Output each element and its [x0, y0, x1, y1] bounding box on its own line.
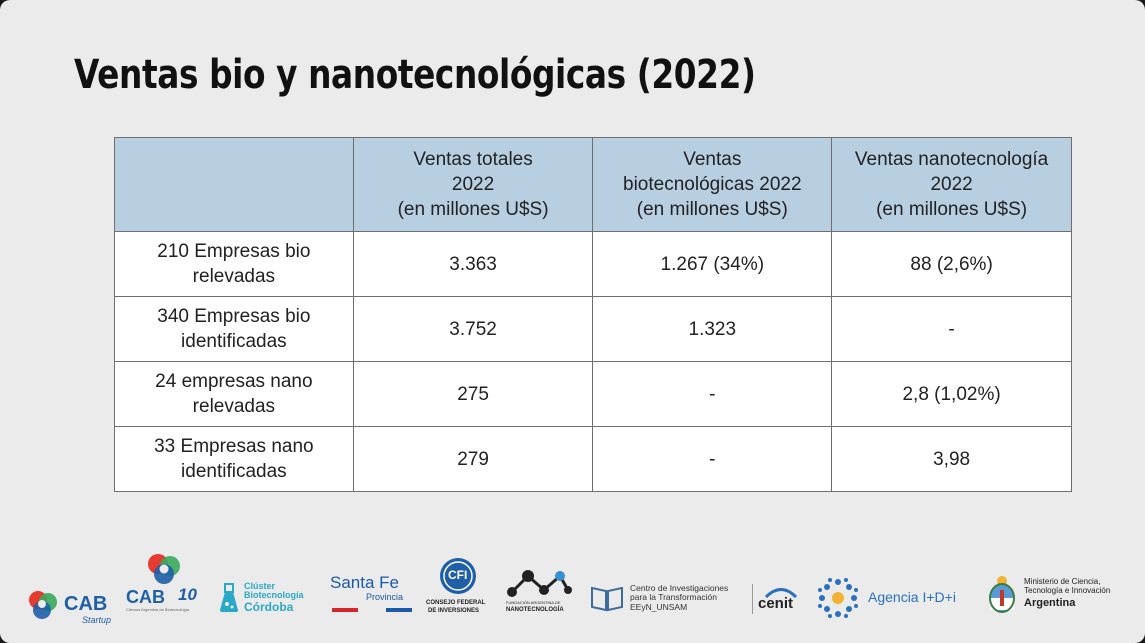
- cell-ventas-nano: 88 (2,6%): [831, 231, 1072, 297]
- flask-icon: [220, 583, 238, 612]
- cab-10-logo: CAB 10 Cámara Argentina de Biotecnología: [126, 552, 210, 618]
- cab-10-name: CAB: [126, 587, 165, 607]
- fan-logo: FUNDACIÓN ARGENTINA DE NANOTECNOLOGÍA: [500, 566, 576, 616]
- cell-ventas-bio: -: [592, 361, 833, 427]
- header-empty-cell: [114, 137, 354, 232]
- sales-table: Ventas totales 2022 (en millones U$S) Ve…: [114, 137, 1072, 492]
- fan-line2: NANOTECNOLOGÍA: [506, 607, 564, 613]
- row-label: 24 empresas nano relevadas: [114, 361, 354, 427]
- row-label: 33 Empresas nano identificadas: [114, 426, 354, 492]
- sponsor-logos: CAB Startup CAB 10 Cámara Argentina de B…: [0, 548, 1145, 643]
- cenit-divider: [752, 584, 753, 614]
- cell-ventas-nano: 3,98: [831, 426, 1072, 492]
- cab-startup-name: CAB: [64, 593, 108, 615]
- agencia-name: Agencia I+D+i: [868, 589, 956, 605]
- cfi-line1: CONSEJO FEDERAL: [426, 600, 486, 606]
- cell-ventas-totales: 3.363: [352, 231, 594, 297]
- ministerio-logo: Ministerio de Ciencia, Tecnología e Inno…: [986, 574, 1136, 618]
- cell-ventas-totales: 279: [352, 426, 594, 492]
- table-row: 340 Empresas bio identificadas 3.752 1.3…: [114, 296, 1072, 362]
- santa-fe-name: Santa Fe: [330, 573, 399, 592]
- agencia-logo: Agencia I+D+i: [816, 576, 976, 620]
- cab-startup-logo: CAB Startup: [26, 586, 116, 626]
- header-ventas-biotecnologicas: Ventas biotecnológicas 2022 (en millones…: [592, 137, 833, 232]
- ministerio-line1: Ministerio de Ciencia,: [1024, 577, 1101, 586]
- table-row: 210 Empresas bio relevadas 3.363 1.267 (…: [114, 231, 1072, 297]
- argentina-coat-of-arms-icon: [989, 576, 1015, 613]
- ministerio-line2: Tecnología e Innovación: [1024, 586, 1111, 595]
- santa-fe-blue-bar: [386, 608, 412, 612]
- cell-ventas-bio: -: [592, 426, 833, 492]
- cab-startup-sub: Startup: [82, 615, 112, 625]
- row-label: 210 Empresas bio relevadas: [114, 231, 354, 297]
- cenit-name: cenit: [758, 595, 794, 612]
- cell-ventas-bio: 1.267 (34%): [592, 231, 833, 297]
- cfi-emblem-icon: [440, 558, 476, 594]
- centro-investigaciones-logo: Centro de Investigaciones para la Transf…: [590, 582, 750, 614]
- header-ventas-totales: Ventas totales 2022 (en millones U$S): [352, 137, 594, 232]
- centro-line1: Centro de Investigaciones: [630, 583, 729, 593]
- cell-ventas-nano: 2,8 (1,02%): [831, 361, 1072, 427]
- slide-title: Ventas bio y nanotecnológicas (2022): [74, 52, 756, 98]
- cluster-biotecnologia-logo: Clúster Biotecnología Córdoba: [218, 578, 324, 618]
- cab-10-number: 10: [178, 585, 197, 604]
- santa-fe-sub: Provincia: [366, 592, 404, 602]
- cluster-line1: Clúster: [244, 581, 276, 591]
- table-row: 33 Empresas nano identificadas 279 - 3,9…: [114, 426, 1072, 492]
- cab-10-sub: Cámara Argentina de Biotecnología: [126, 607, 190, 612]
- cluster-line3: Córdoba: [244, 600, 294, 614]
- cfi-logo: CFI CONSEJO FEDERAL DE INVERSIONES: [424, 556, 494, 622]
- book-icon: [591, 586, 623, 612]
- cell-ventas-totales: 275: [352, 361, 594, 427]
- cab-startup-emblem-icon: [29, 591, 57, 619]
- cfi-mark: CFI: [448, 568, 468, 582]
- cenit-arc-icon: [764, 588, 798, 598]
- ministerio-line3: Argentina: [1024, 597, 1076, 609]
- santa-fe-logo: Santa Fe Provincia: [330, 574, 416, 616]
- centro-line2: para la Transformación: [630, 592, 717, 602]
- molecule-icon: [507, 570, 572, 597]
- cluster-line2: Biotecnología: [244, 590, 304, 600]
- cell-ventas-totales: 3.752: [352, 296, 594, 362]
- cell-ventas-bio: 1.323: [592, 296, 833, 362]
- table-header-row: Ventas totales 2022 (en millones U$S) Ve…: [114, 137, 1072, 232]
- table-row: 24 empresas nano relevadas 275 - 2,8 (1,…: [114, 361, 1072, 427]
- row-label: 340 Empresas bio identificadas: [114, 296, 354, 362]
- fan-line1: FUNDACIÓN ARGENTINA DE: [506, 600, 561, 605]
- cab-10-emblem-icon: [148, 554, 180, 584]
- cenit-logo: cenit: [752, 584, 804, 614]
- cell-ventas-nano: -: [831, 296, 1072, 362]
- cfi-line2: DE INVERSIONES: [428, 608, 480, 614]
- header-ventas-nanotecnologia: Ventas nanotecnología 2022 (en millones …: [831, 137, 1072, 232]
- santa-fe-red-bar: [332, 608, 358, 612]
- centro-line3: EEyN_UNSAM: [630, 602, 688, 612]
- agencia-dots-icon: [818, 578, 858, 618]
